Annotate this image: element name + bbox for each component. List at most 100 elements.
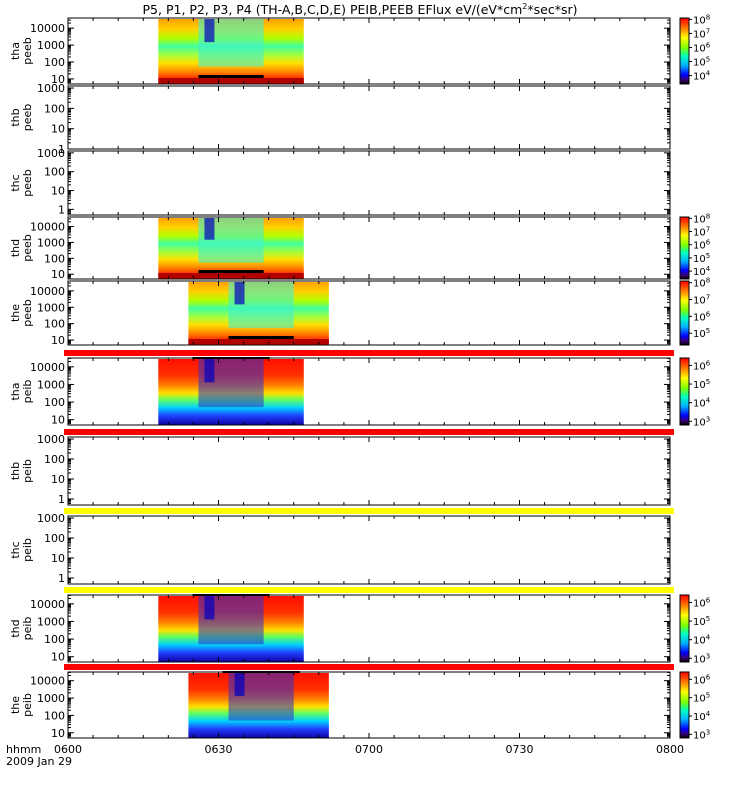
colorbar-label-peib-the: 103	[693, 728, 710, 741]
y-tick-label-peib-thd: 100	[44, 633, 65, 646]
y-tick-label-peib-thb: 100	[44, 453, 65, 466]
colorbar-label-peib-thd: 103	[693, 652, 710, 665]
spectrogram-core-peeb-tha	[204, 19, 215, 43]
panel-probe-label-peib-the: the	[9, 696, 22, 714]
panel-frame-peeb-thb	[67, 85, 671, 150]
y-tick-label-peeb-thb: 100	[44, 102, 65, 115]
panel-species-label-peeb-thc: peeb	[21, 169, 34, 197]
colorbar-label-peib-the: 105	[693, 692, 710, 705]
colorbar-label-peib-tha: 104	[693, 397, 711, 410]
y-tick-label-peib-tha: 1000	[37, 378, 65, 391]
x-tick-label: 0730	[506, 743, 534, 756]
colorbar-peib-the	[679, 671, 690, 739]
panel-probe-label-peib-thc: thc	[9, 541, 22, 558]
y-tick-label-peeb-tha: 1000	[37, 39, 65, 52]
low-energy-edge-peeb-the	[228, 336, 294, 339]
low-energy-edge-peeb-tha	[198, 75, 264, 78]
colorbar-label-peib-tha: 103	[693, 415, 710, 428]
colorbar-label-peib-thd: 106	[693, 596, 711, 609]
panel-species-label-peeb-thb: peeb	[21, 104, 34, 132]
panel-probe-label-peeb-the: the	[9, 304, 22, 322]
status-bar-peib-thb	[64, 508, 674, 514]
colorbar-label-peeb-thd: 108	[693, 212, 710, 225]
y-tick-label-peib-thc: 1000	[37, 512, 65, 525]
y-tick-label-peeb-the: 10	[51, 334, 65, 347]
y-tick-label-peeb-thc: 10	[51, 185, 65, 198]
y-tick-label-peib-thd: 1000	[37, 615, 65, 628]
y-tick-label-peeb-thd: 10000	[30, 221, 65, 234]
colorbar-label-peeb-the: 107	[693, 294, 710, 307]
x-axis-corner-label: hhmm	[6, 743, 41, 756]
colorbar-label-peeb-tha: 106	[693, 41, 711, 54]
low-energy-band-peeb-tha	[158, 78, 304, 83]
y-tick-label-peeb-thc: 100	[44, 166, 65, 179]
panel-frame-peib-the	[67, 671, 671, 739]
y-tick-label-peib-thd: 10000	[30, 598, 65, 611]
panel-frame-peeb-the	[67, 280, 671, 346]
spectrogram-core-peeb-thd	[204, 218, 215, 240]
panel-probe-label-peib-thb: thb	[9, 462, 22, 480]
y-tick-label-peib-the: 1000	[37, 692, 65, 705]
colorbar-peeb-the	[679, 280, 690, 346]
y-tick-label-peeb-thd: 1000	[37, 236, 65, 249]
y-tick-label-peeb-tha: 100	[44, 56, 65, 69]
colorbar-label-peeb-tha: 105	[693, 56, 710, 69]
panel-frame-peib-thb	[67, 436, 671, 506]
colorbar-label-peib-the: 106	[693, 673, 711, 686]
y-tick-label-peib-thd: 10	[51, 651, 65, 664]
colorbar-label-peeb-tha: 104	[693, 70, 711, 83]
y-tick-label-peib-the: 10000	[30, 675, 65, 688]
colorbar-label-peeb-the: 106	[693, 310, 711, 323]
y-tick-label-peib-tha: 100	[44, 396, 65, 409]
status-bar-peib-thc	[64, 587, 674, 593]
status-bar-peib-tha	[64, 429, 674, 435]
colorbar-label-peib-thd: 104	[693, 634, 711, 647]
y-tick-label-peib-the: 10	[51, 727, 65, 740]
y-tick-label-peib-thb: 1	[58, 493, 65, 506]
y-tick-label-peeb-tha: 10000	[30, 22, 65, 35]
colorbar-label-peib-tha: 105	[693, 378, 710, 391]
panel-species-label-peib-tha: peib	[21, 380, 34, 404]
panel-species-label-peib-thc: peib	[21, 538, 34, 562]
status-bar-peib-tha	[64, 350, 674, 356]
colorbar-label-peeb-thd: 104	[693, 265, 711, 278]
colorbar-label-peeb-thd: 105	[693, 252, 710, 265]
y-tick-label-peib-thc: 100	[44, 532, 65, 545]
low-energy-band-peeb-thd	[158, 273, 304, 278]
y-tick-label-peeb-the: 1000	[37, 301, 65, 314]
y-tick-label-peeb-the: 10000	[30, 285, 65, 298]
y-tick-label-peeb-thc: 1	[58, 203, 65, 216]
y-tick-label-peeb-thb: 10	[51, 123, 65, 136]
panel-probe-label-peeb-thd: thd	[9, 239, 22, 257]
colorbar-peeb-thd	[679, 216, 690, 280]
colorbar-label-peeb-the: 105	[693, 327, 710, 340]
colorbar-peib-tha	[679, 357, 690, 426]
colorbar-label-peeb-thd: 106	[693, 239, 711, 252]
colorbar-label-peeb-tha: 108	[693, 13, 710, 26]
panel-probe-label-peeb-thb: thb	[9, 108, 22, 126]
panel-species-label-peeb-thd: peeb	[21, 234, 34, 262]
colorbar-label-peeb-thd: 107	[693, 226, 710, 239]
panel-probe-label-peib-thd: thd	[9, 619, 22, 637]
y-tick-label-peeb-thd: 10	[51, 268, 65, 281]
x-tick-label: 0630	[205, 743, 233, 756]
colorbar-label-peeb-tha: 107	[693, 27, 710, 40]
spectrogram-core-peeb-the	[234, 282, 245, 305]
spectrogram-core-peib-thd	[204, 596, 215, 620]
y-tick-label-peib-tha: 10000	[30, 361, 65, 374]
colorbar-label-peib-tha: 106	[693, 359, 711, 372]
low-energy-band-peeb-the	[188, 339, 329, 344]
y-tick-label-peeb-thd: 100	[44, 252, 65, 265]
title-superscript: 2	[522, 2, 527, 11]
x-tick-label: 0600	[54, 743, 82, 756]
panel-probe-label-peeb-thc: thc	[9, 174, 22, 191]
y-tick-label-peib-tha: 10	[51, 414, 65, 427]
low-energy-edge-peeb-thd	[198, 270, 264, 273]
panel-species-label-peeb-the: peeb	[21, 299, 34, 327]
y-tick-label-peib-the: 100	[44, 709, 65, 722]
y-tick-label-peib-thb: 10	[51, 473, 65, 486]
y-tick-label-peeb-thb: 1	[58, 143, 65, 156]
panel-frame-peib-thc	[67, 515, 671, 585]
